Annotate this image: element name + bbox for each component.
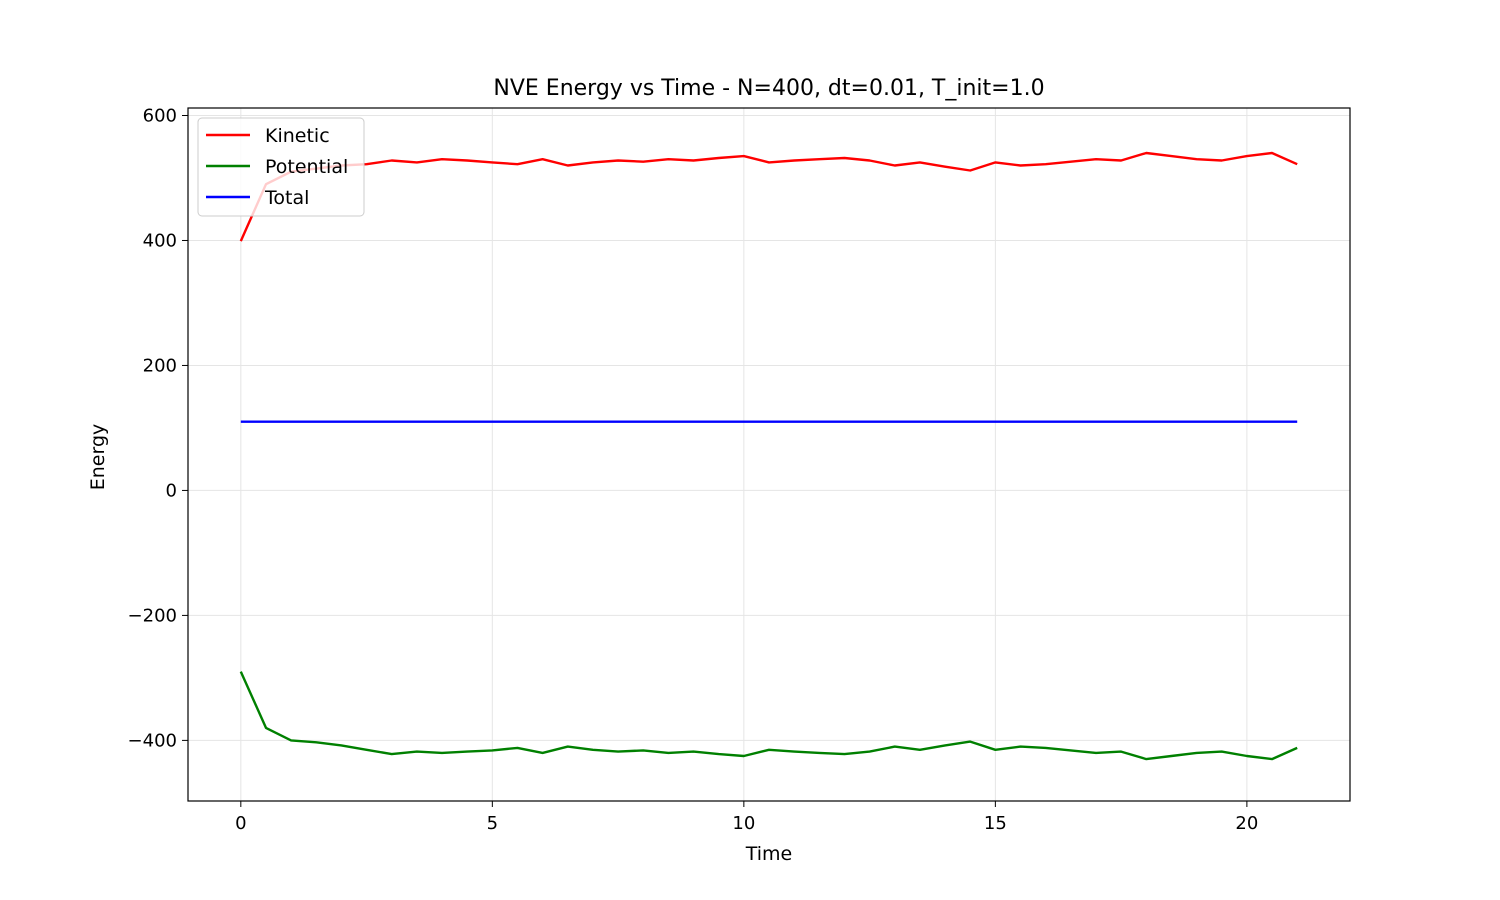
grid — [188, 108, 1350, 801]
legend: Kinetic Potential Total — [197, 117, 365, 217]
chart-title: NVE Energy vs Time - N=400, dt=0.01, T_i… — [493, 76, 1044, 101]
x-axis-ticks: 0 5 10 15 20 — [235, 801, 1258, 834]
x-axis-label: Time — [745, 843, 793, 865]
y-tick-label: 0 — [166, 480, 177, 501]
series-line-potential — [239, 671, 1298, 761]
y-tick-label: −200 — [128, 605, 177, 626]
series-line-kinetic — [239, 151, 1298, 242]
y-tick-label: 400 — [143, 230, 177, 251]
legend-label-potential: Potential — [265, 156, 348, 178]
x-tick-label: 5 — [487, 813, 498, 834]
y-tick-label: 200 — [143, 355, 177, 376]
x-tick-label: 10 — [732, 813, 755, 834]
plot-frame — [187, 107, 1351, 802]
legend-label-kinetic: Kinetic — [265, 125, 330, 147]
x-tick-label: 20 — [1235, 813, 1258, 834]
x-tick-label: 0 — [235, 813, 246, 834]
y-axis-label: Energy — [87, 424, 109, 491]
y-tick-label: −400 — [128, 730, 177, 751]
series-lines — [239, 151, 1298, 761]
x-tick-label: 15 — [984, 813, 1007, 834]
y-axis-ticks: −400 −200 0 200 400 600 — [128, 105, 188, 751]
legend-box — [197, 117, 365, 217]
y-tick-label: 600 — [143, 105, 177, 126]
legend-label-total: Total — [264, 187, 309, 209]
